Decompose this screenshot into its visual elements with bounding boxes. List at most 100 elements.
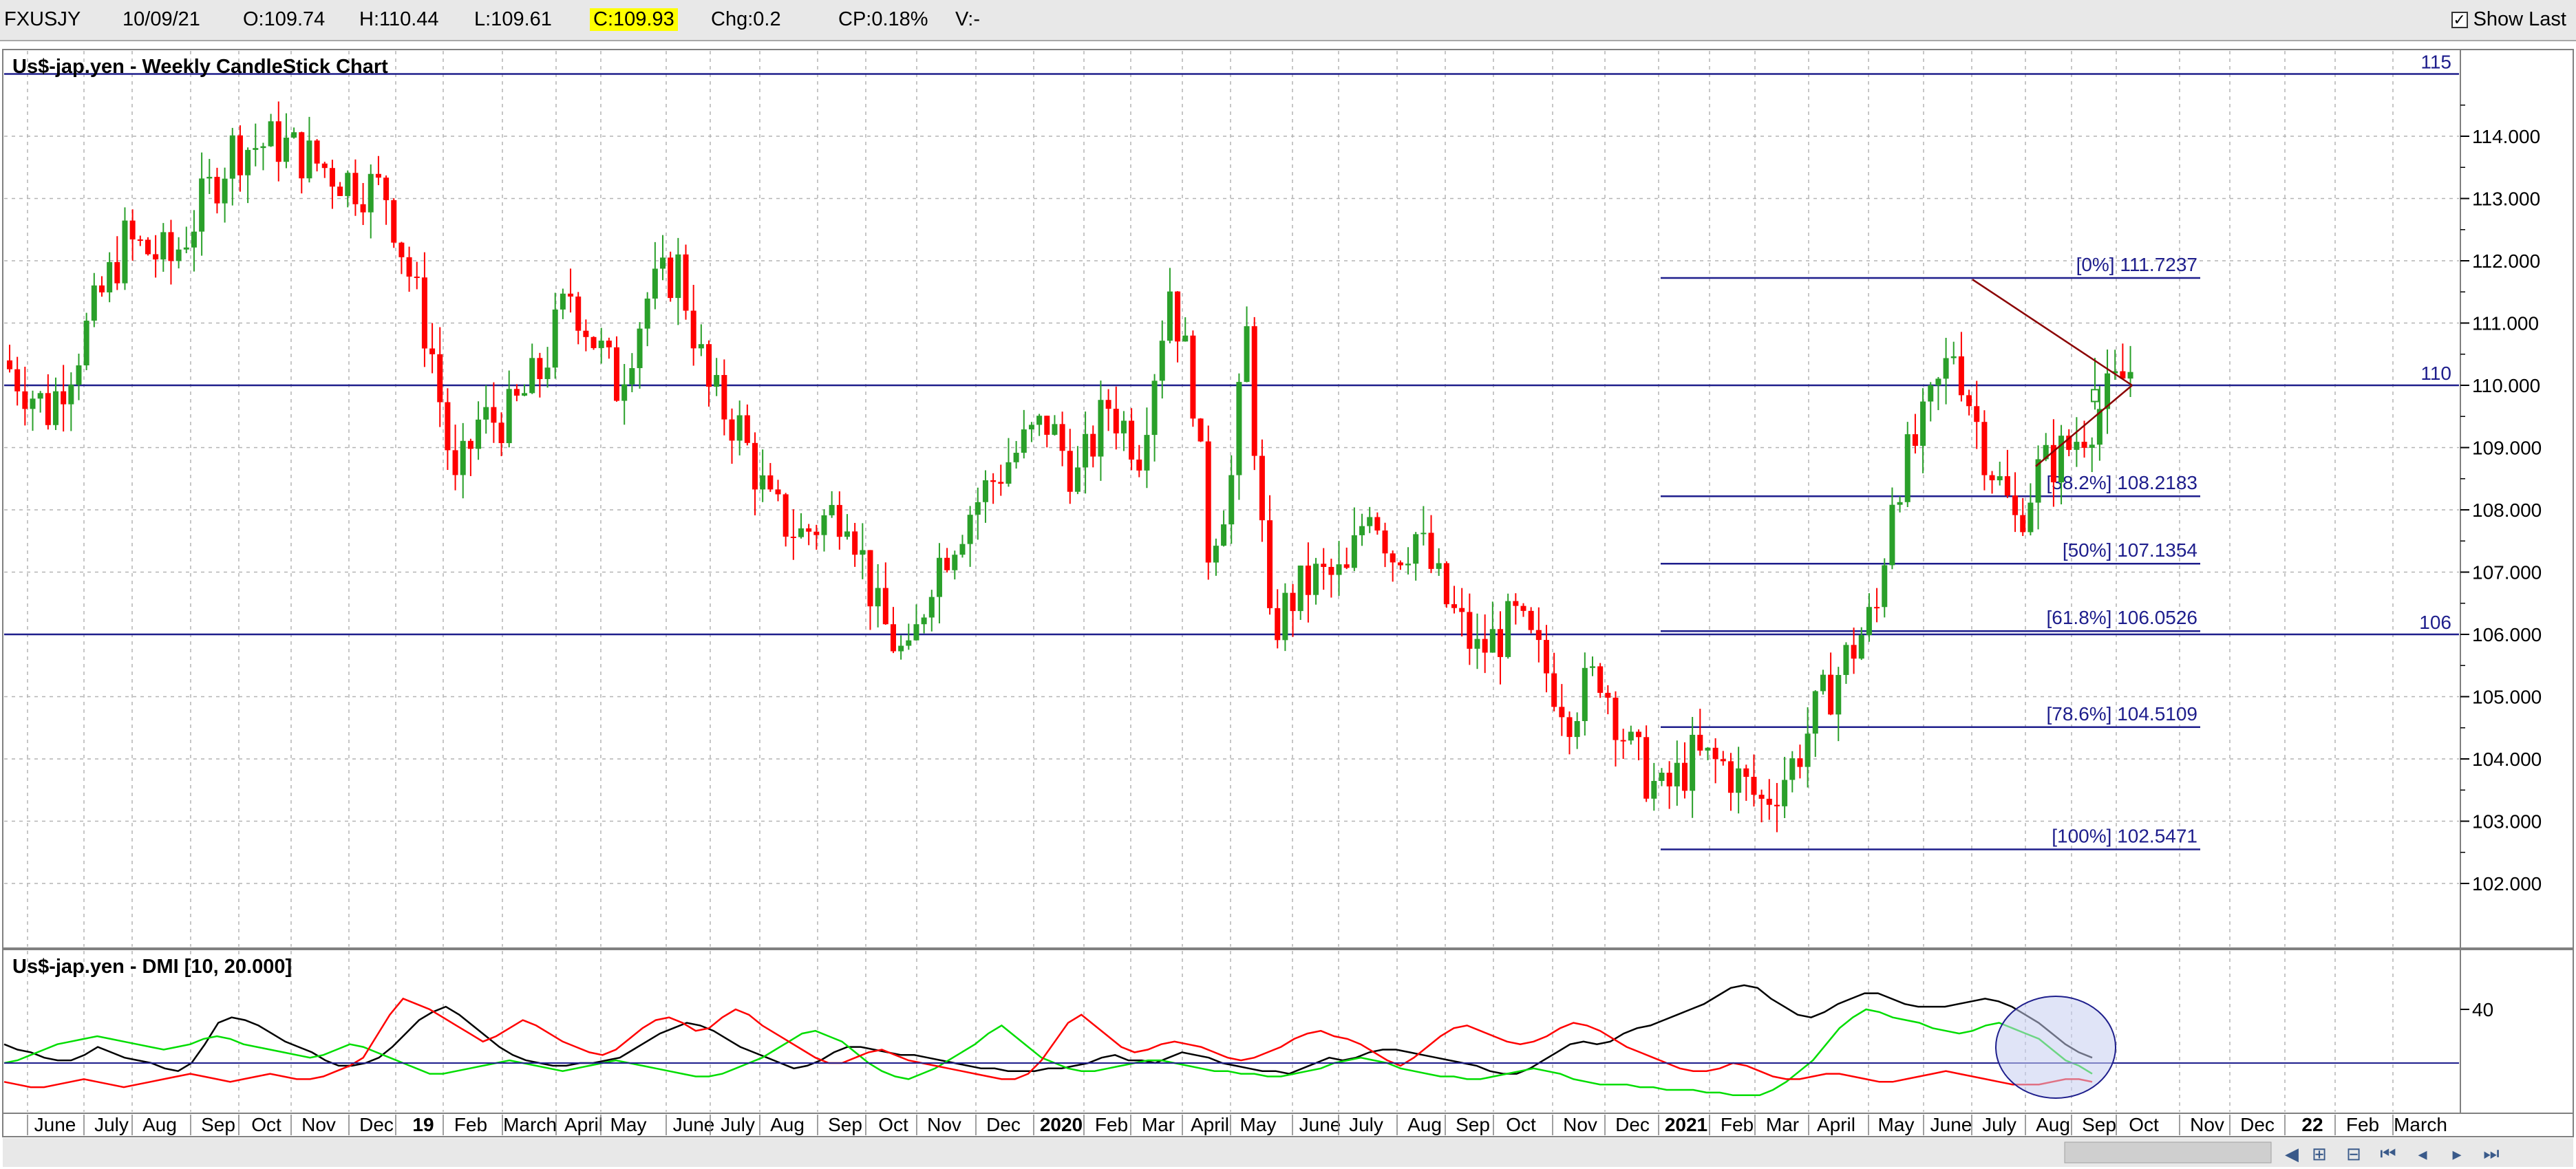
last-icon[interactable]: ⏭ [2483, 1143, 2500, 1163]
x-axis-labels: June July Aug Sep Oct Nov Dec 19 Feb March April Ma… [27, 1114, 2447, 1135]
y-tick-label: 110.000 [2472, 375, 2540, 396]
candle-body [637, 328, 643, 369]
candle-body [30, 398, 36, 409]
candle-body [1597, 666, 1604, 693]
candle-body [1612, 698, 1619, 740]
candle-body [1052, 424, 1058, 435]
candle-body [2012, 495, 2019, 515]
candle-body [22, 391, 28, 409]
y-tick-label: 113.000 [2472, 189, 2540, 210]
candle-body [1874, 607, 1880, 609]
candle-body [790, 536, 796, 538]
candle-body [1213, 546, 1219, 563]
prev-icon[interactable]: ◂ [2418, 1143, 2427, 1164]
candle-body [598, 341, 604, 348]
candle-body [1474, 639, 1480, 649]
x-tick-label: Dec [359, 1114, 394, 1135]
candle-body [199, 178, 205, 232]
x-tick-label: Dec [2240, 1114, 2275, 1135]
candle-body [7, 360, 12, 369]
candle-body [1559, 707, 1565, 718]
candle-body [214, 177, 220, 204]
candle-body [1136, 459, 1142, 471]
candle-body [1828, 674, 1834, 715]
horizontal-lines: 115 110 106 [4, 52, 2459, 636]
candle-body [52, 391, 58, 425]
candle-body [821, 515, 827, 535]
candle-body [222, 178, 228, 204]
x-tick-label: Nov [2190, 1114, 2224, 1135]
candle-body [760, 475, 766, 490]
candle-body [1090, 433, 1096, 457]
candle-body [506, 389, 512, 444]
candle-body [629, 368, 635, 385]
candle-body [1605, 692, 1611, 698]
candle-body [1359, 526, 1365, 535]
x-tick-label: Sep [1456, 1114, 1490, 1135]
candle-body [1843, 645, 1849, 675]
candle-body [1620, 740, 1626, 742]
candle-body [1489, 629, 1495, 653]
candle-body [237, 135, 243, 175]
candle-body [652, 268, 658, 299]
dmi-lines [3, 984, 2093, 1097]
candles [7, 101, 2133, 833]
candle-body [1244, 326, 1250, 383]
next-icon[interactable]: ▸ [2452, 1143, 2462, 1164]
candle-body [1028, 425, 1034, 430]
scroll-thumb[interactable] [2064, 1141, 2272, 1163]
candle-body [368, 173, 374, 213]
y-tick-label: 106.000 [2472, 624, 2542, 645]
candle-body [2058, 436, 2065, 482]
candle-body [1551, 673, 1557, 707]
candle-body [2089, 444, 2095, 448]
triangle-upper-line [1972, 279, 2133, 387]
x-tick-label: June [34, 1114, 76, 1135]
candle-body [2074, 442, 2080, 450]
candle-body [729, 419, 735, 441]
left-arrow-icon[interactable]: ◀ [2285, 1143, 2299, 1164]
candle-body [1582, 667, 1588, 721]
candle-body [1351, 535, 1357, 568]
candle-body [990, 480, 997, 482]
candle-body [175, 249, 182, 261]
candle-body [1313, 564, 1319, 595]
zoom-icon[interactable]: ⊞ [2312, 1143, 2327, 1164]
candle-body [522, 393, 528, 396]
candle-body [1974, 406, 1980, 422]
candle-body [360, 204, 366, 213]
candle-body [429, 348, 436, 354]
candle-body [375, 173, 381, 178]
candle-body [352, 173, 359, 204]
candle-body [1343, 564, 1350, 568]
candle-body [875, 588, 881, 607]
candle-body [1251, 326, 1257, 456]
y-tick-label: 111.000 [2472, 313, 2539, 334]
first-icon[interactable]: ⏮ [2380, 1143, 2396, 1163]
candle-body [1144, 435, 1150, 471]
dmi-series-line [3, 997, 2093, 1088]
price-chart-title: Us$-jap.yen - Weekly CandleStick Chart [12, 56, 388, 78]
x-axis [2, 1113, 2574, 1137]
show-last-toggle[interactable]: ✓ Show Last [2451, 8, 2566, 31]
candle-body [1912, 434, 1918, 446]
candle-body [1083, 433, 1089, 468]
show-last-label: Show Last [2473, 8, 2566, 30]
candle-body [145, 239, 151, 255]
candle-body [1589, 666, 1595, 668]
candle-body [1275, 608, 1281, 641]
candle-body [982, 480, 988, 502]
candle-body [590, 336, 597, 348]
zoom-out-icon[interactable]: ⊟ [2346, 1143, 2361, 1164]
candle-body [1766, 798, 1772, 805]
candle-body [160, 232, 167, 260]
x-tick-label: Feb [1721, 1114, 1754, 1135]
show-last-checkbox[interactable]: ✓ [2451, 11, 2468, 28]
candle-body [421, 277, 427, 349]
candle-body [491, 407, 497, 423]
candle-body [14, 369, 21, 392]
candle-body [1997, 476, 2003, 481]
candle-body [1436, 563, 1442, 569]
candle-body [1513, 601, 1519, 606]
